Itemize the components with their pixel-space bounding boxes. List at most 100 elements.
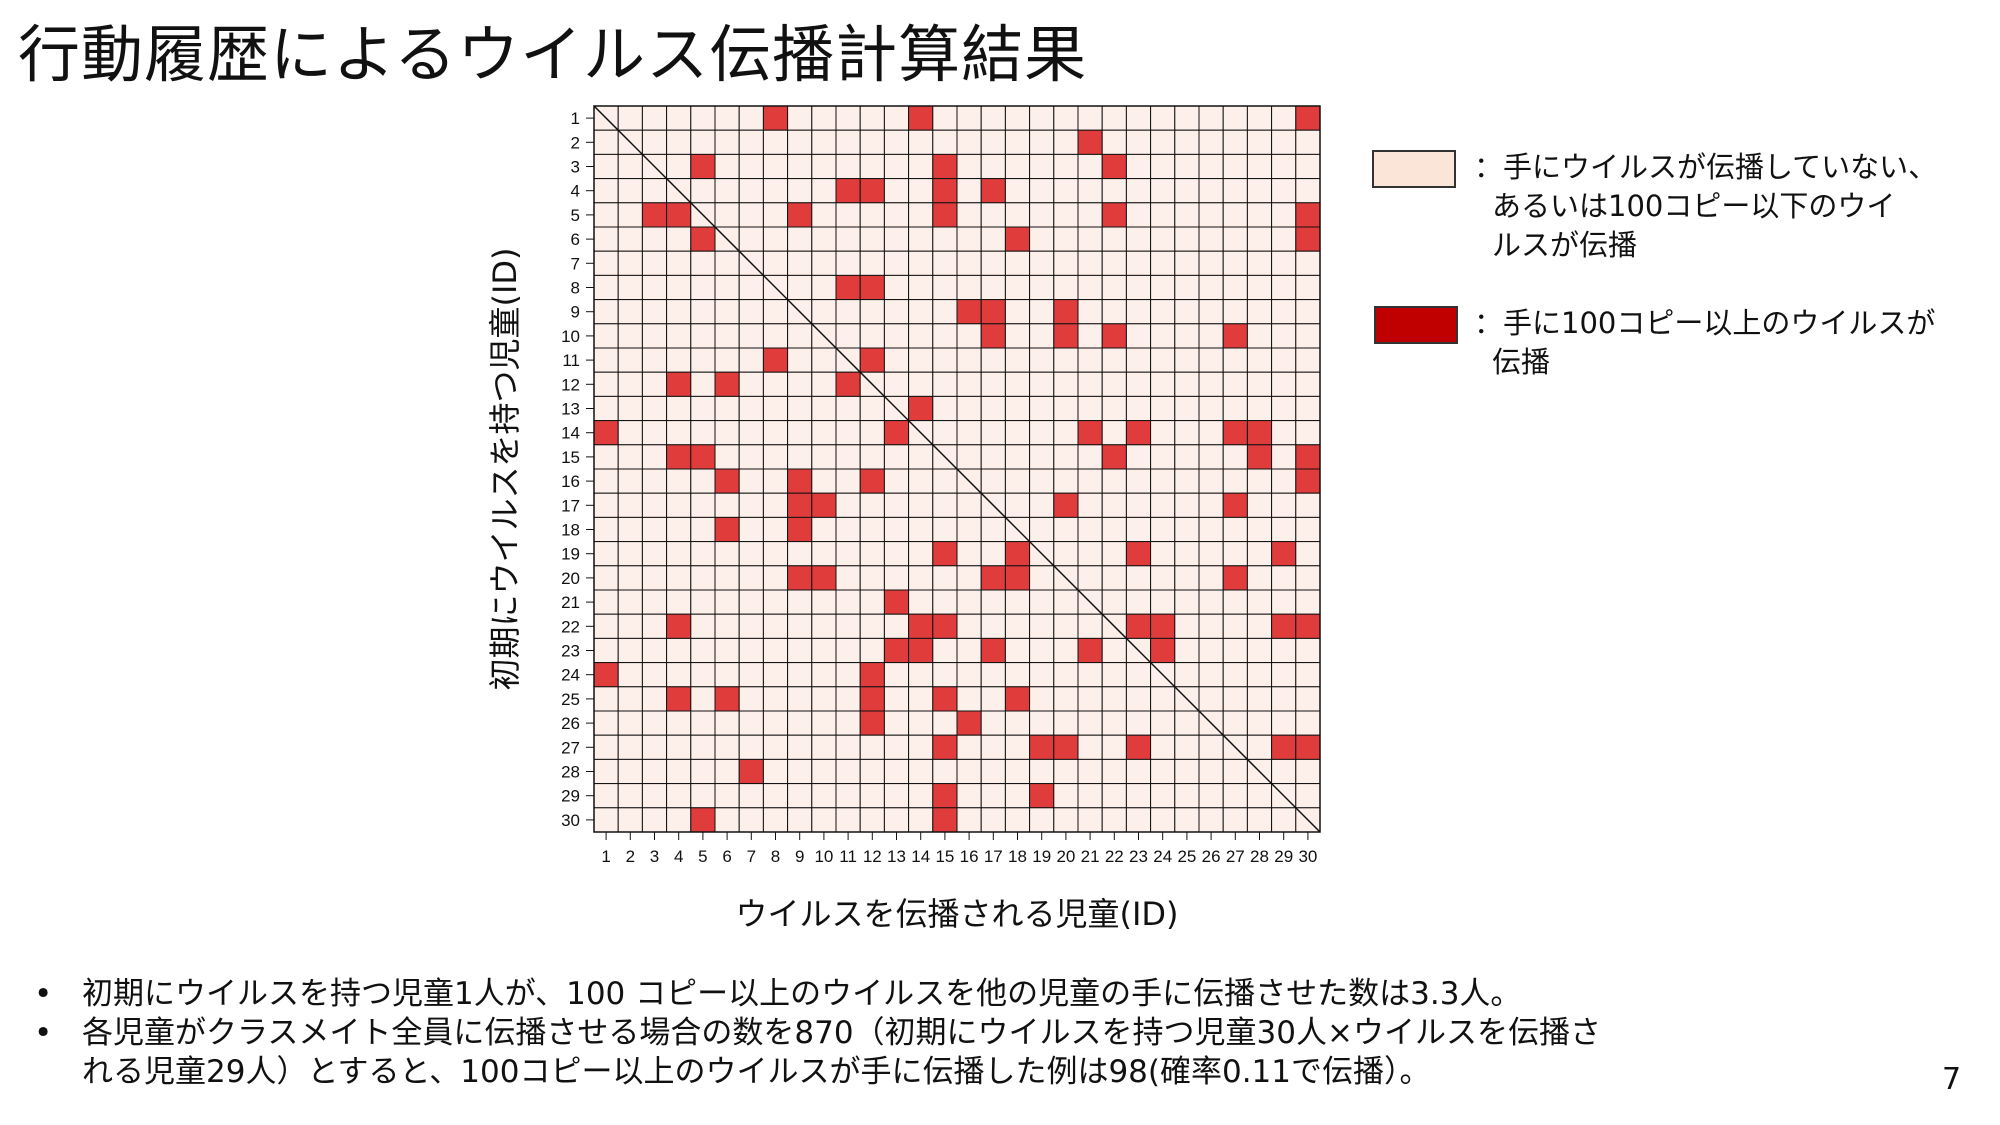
heatmap-cell [883, 468, 910, 494]
heatmap-cell [1271, 637, 1297, 664]
heatmap-cell [835, 516, 861, 543]
heatmap-cell [1125, 250, 1152, 276]
x-tick-label: 4 [674, 847, 683, 866]
heatmap-cell [641, 637, 668, 664]
heatmap-cell [835, 153, 861, 180]
heatmap-cell-high [932, 541, 958, 567]
heatmap-cell [1101, 637, 1127, 664]
heatmap-cell [908, 710, 934, 736]
heatmap-cell [1101, 516, 1127, 543]
heatmap-cell [1029, 662, 1055, 688]
heatmap-cell [1101, 371, 1127, 397]
heatmap-cell [811, 129, 837, 155]
heatmap-cell [859, 395, 885, 422]
heatmap-cell [593, 613, 619, 639]
heatmap-cell [1150, 274, 1176, 301]
heatmap-cell [593, 153, 619, 180]
heatmap-cell [617, 710, 643, 736]
heatmap-cell [1198, 299, 1224, 325]
x-tick-labels: 1 2 3 4 5 6 7 8 9 10 11 12 13 14 15 16 17 18 19 20 21 22 23 24 2… [601, 832, 1317, 866]
heatmap-cell [641, 226, 668, 252]
heatmap-cell [1101, 686, 1127, 712]
heatmap-cell-high [908, 395, 934, 422]
heatmap-cell [1004, 444, 1031, 470]
heatmap-cell [1271, 589, 1297, 615]
heatmap-cell [593, 323, 619, 349]
heatmap-cell [1271, 686, 1297, 712]
heatmap-cell [1295, 637, 1321, 664]
heatmap-cell [787, 783, 813, 809]
heatmap-cell [859, 541, 885, 567]
legend-low-line-2: あるいは100コピー以下のウイ [1492, 189, 1896, 223]
heatmap-cell [883, 299, 910, 325]
heatmap-cell [883, 178, 910, 204]
heatmap-cell [956, 226, 982, 252]
heatmap-cell [859, 202, 885, 228]
heatmap-cell [641, 323, 668, 349]
heatmap-cell [641, 468, 668, 494]
bullet-2-line-1: 各児童がクラスメイト全員に伝播させる場合の数を870（初期にウイルスを持つ児童3… [82, 1015, 1601, 1051]
heatmap-cell [738, 516, 764, 543]
heatmap-cell [762, 129, 789, 155]
heatmap-cell-high [932, 734, 958, 760]
heatmap-cell [980, 347, 1006, 373]
legend-low-line-1: ：手にウイルスが伝播していない、 [1474, 150, 1938, 184]
heatmap-cell [690, 589, 716, 615]
heatmap-cell-high [835, 178, 861, 204]
heatmap-cell [641, 807, 668, 833]
heatmap-cell [835, 468, 861, 494]
heatmap-cell [1246, 468, 1273, 494]
heatmap-cell [690, 492, 716, 518]
heatmap-cell [811, 710, 837, 736]
heatmap-cell [690, 299, 716, 325]
heatmap-cell [1029, 444, 1055, 470]
heatmap-cell [1004, 105, 1031, 131]
heatmap-cell [859, 153, 885, 180]
heatmap-cell [1125, 444, 1152, 470]
heatmap-cell [1077, 395, 1103, 422]
heatmap-cell [1295, 710, 1321, 736]
y-tick-label: 19 [561, 545, 580, 564]
heatmap-cell [980, 734, 1006, 760]
heatmap-cell [1004, 710, 1031, 736]
heatmap-cell [835, 323, 861, 349]
heatmap-cell-high [980, 565, 1006, 591]
heatmap-cell [883, 250, 910, 276]
heatmap-cell [641, 129, 668, 155]
heatmap-cell [1271, 758, 1297, 785]
heatmap-cell [787, 274, 813, 301]
bullet-dot: • [34, 976, 53, 1012]
heatmap-cell [1101, 347, 1127, 373]
heatmap-cell [835, 662, 861, 688]
heatmap-cell [641, 274, 668, 301]
heatmap-cell [932, 274, 958, 301]
heatmap-cell [1053, 395, 1079, 422]
heatmap-cell [1271, 468, 1297, 494]
heatmap-cell [1053, 178, 1079, 204]
y-tick-label: 16 [561, 472, 580, 491]
heatmap-cell [835, 129, 861, 155]
heatmap-cell-high [883, 637, 910, 664]
heatmap-cell [908, 226, 934, 252]
heatmap-cell [908, 492, 934, 518]
heatmap-cell [617, 347, 643, 373]
heatmap-cell [762, 516, 789, 543]
heatmap-cell [1271, 226, 1297, 252]
heatmap-cell [811, 299, 837, 325]
heatmap-cell [617, 226, 643, 252]
heatmap-cell [714, 420, 740, 446]
heatmap-cell [1271, 105, 1297, 131]
heatmap-cell [1053, 468, 1079, 494]
heatmap-cell [1004, 153, 1031, 180]
heatmap-cell [1246, 589, 1273, 615]
heatmap-cell-high [859, 274, 885, 301]
heatmap-cell [980, 226, 1006, 252]
heatmap-cell [1295, 250, 1321, 276]
heatmap-cell [1077, 734, 1103, 760]
heatmap-cell [956, 613, 982, 639]
heatmap-cell-high [1125, 734, 1152, 760]
heatmap-cell [666, 153, 692, 180]
heatmap-cell [956, 395, 982, 422]
heatmap-cell [787, 686, 813, 712]
heatmap-cell [1029, 129, 1055, 155]
